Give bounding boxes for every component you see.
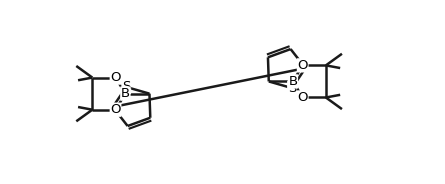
Text: B: B <box>288 75 297 88</box>
Text: O: O <box>297 59 308 72</box>
Text: S: S <box>288 82 296 95</box>
Text: B: B <box>121 87 130 100</box>
Text: S: S <box>122 80 130 93</box>
Text: O: O <box>110 103 121 116</box>
Text: O: O <box>297 91 308 104</box>
Text: O: O <box>110 71 121 84</box>
